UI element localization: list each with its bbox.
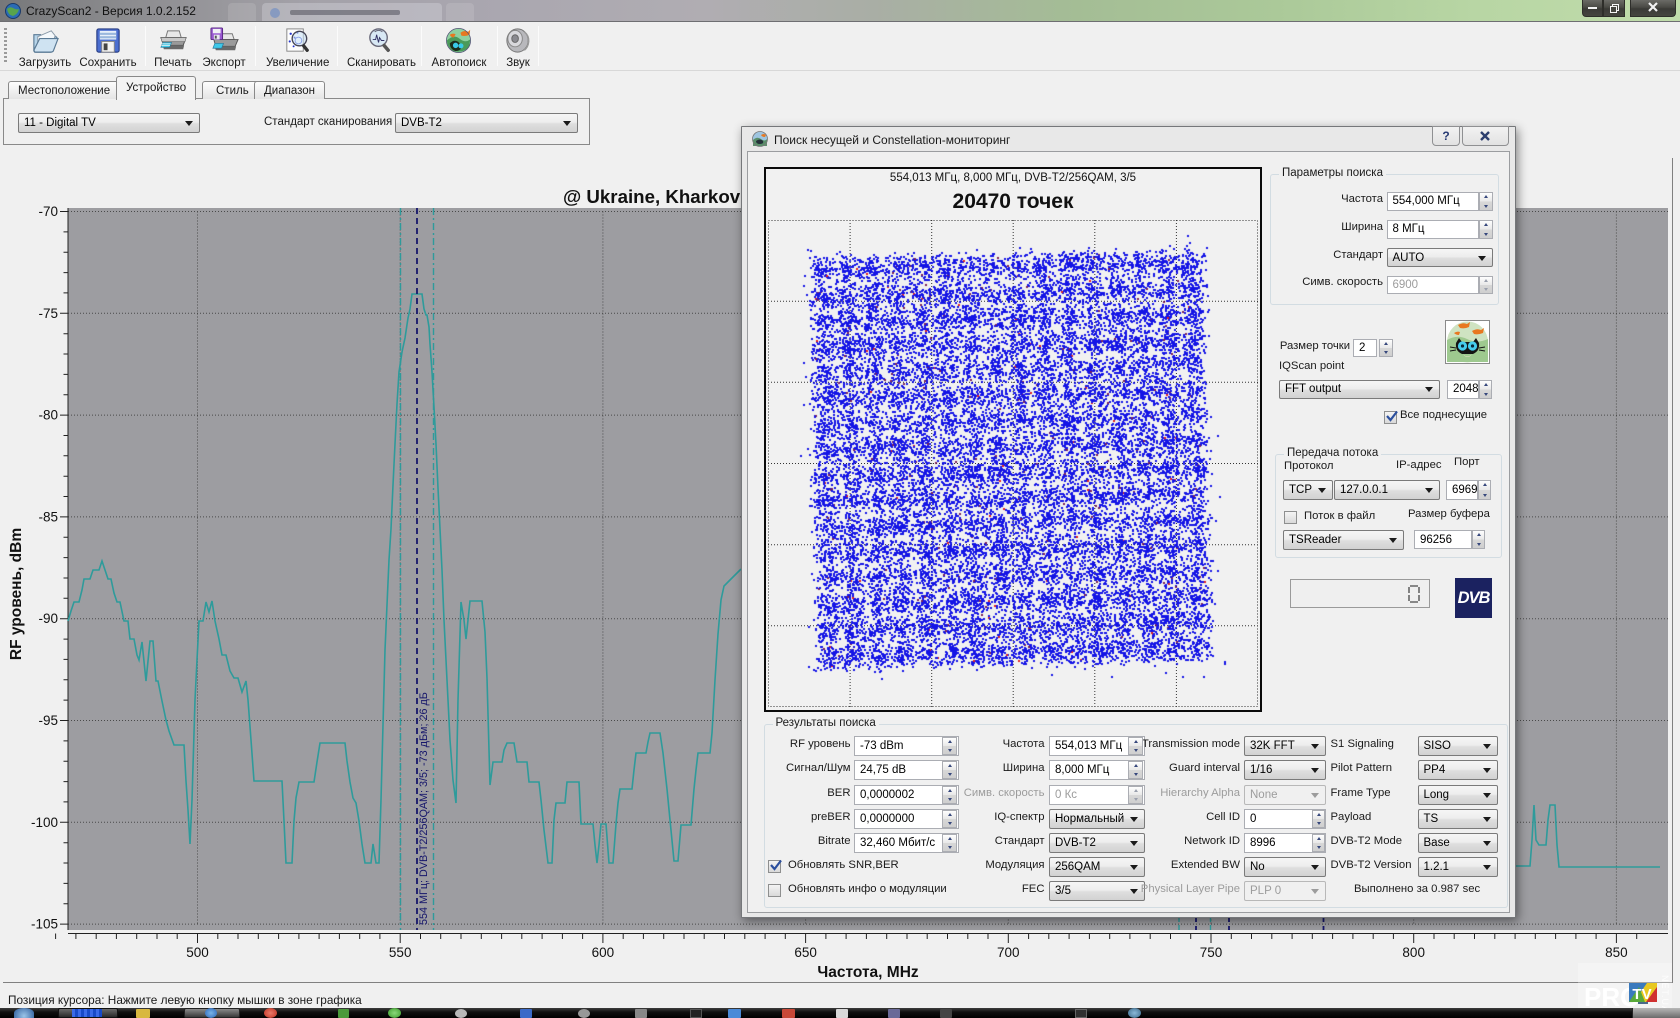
svg-text:-75: -75 [38,306,58,321]
svg-text:650: 650 [794,945,817,960]
svg-text:-105: -105 [31,917,58,932]
svg-text:-95: -95 [38,713,58,728]
svg-text:-70: -70 [38,204,58,219]
svg-text:750: 750 [1200,945,1223,960]
svg-text:-80: -80 [38,408,58,423]
svg-text:500: 500 [186,945,209,960]
svg-text:-100: -100 [31,815,58,830]
svg-text:800: 800 [1402,945,1425,960]
svg-text:550: 550 [389,945,412,960]
svg-text:850: 850 [1605,945,1628,960]
svg-text:TV: TV [1632,986,1651,1003]
svg-text:-90: -90 [38,611,58,626]
svg-text:554 МГц; DVB-T2/256QAM; 3/5; -: 554 МГц; DVB-T2/256QAM; 3/5; -73 дБм; 26… [418,692,430,925]
svg-text:Частота, MHz: Частота, MHz [817,964,919,981]
svg-text:600: 600 [592,945,615,960]
svg-text:@ Ukraine, Kharkov: @ Ukraine, Kharkov [563,186,741,207]
svg-text:RF уровень, dBm: RF уровень, dBm [8,528,25,660]
svg-text:700: 700 [997,945,1020,960]
svg-text:-85: -85 [38,509,58,524]
